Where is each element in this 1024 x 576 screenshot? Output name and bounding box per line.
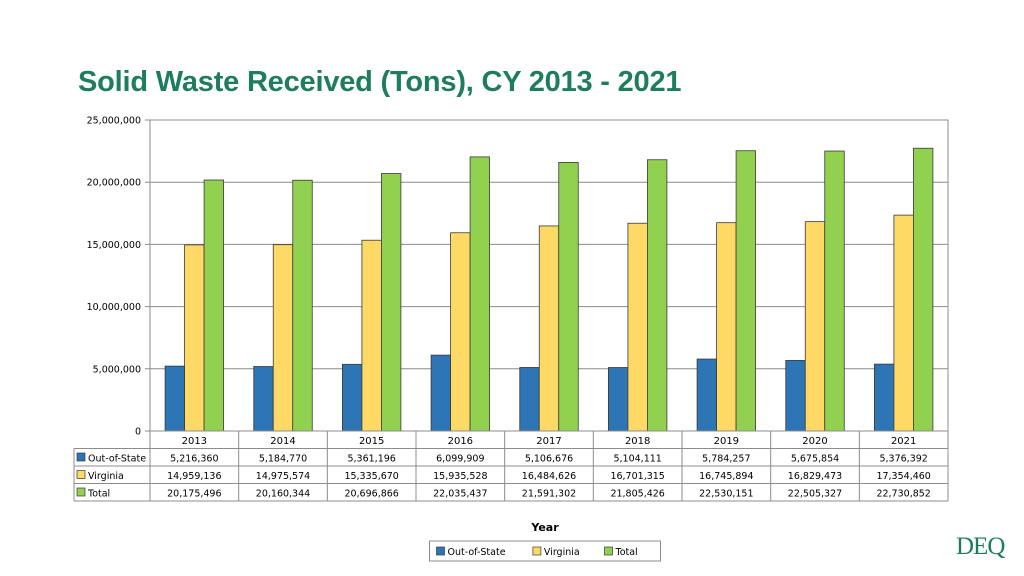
- y-tick-label: 25,000,000: [87, 116, 141, 127]
- bar-virginia: [538, 225, 560, 432]
- x-tick-label: 2016: [448, 436, 473, 447]
- x-tick-label: 2015: [359, 436, 384, 447]
- bar-total: [558, 162, 579, 432]
- data-label: 14,959,136: [167, 471, 221, 482]
- legend: [429, 540, 661, 562]
- bar-total: [647, 159, 668, 432]
- table-series-label: Virginia: [88, 471, 124, 482]
- data-label: 21,805,426: [610, 488, 664, 499]
- legend-label: Virginia: [544, 547, 580, 558]
- data-label: 5,784,257: [702, 453, 750, 464]
- x-tick-label: 2019: [714, 436, 739, 447]
- bar-total: [913, 147, 934, 432]
- bar-total: [735, 150, 756, 432]
- legend-swatch: [604, 546, 613, 556]
- bar-total: [292, 179, 313, 432]
- deq-logo: DEQ: [956, 533, 1005, 560]
- page-title: Solid Waste Received (Tons), CY 2013 - 2…: [78, 66, 682, 98]
- data-label: 16,484,626: [522, 471, 576, 482]
- x-axis-title: Year: [530, 521, 559, 534]
- bar-virginia: [450, 232, 471, 432]
- table-series-label: Out-of-State: [88, 453, 146, 464]
- table-series-label: Total: [87, 488, 110, 499]
- x-tick-label: 2020: [802, 436, 827, 447]
- bar-total: [381, 173, 402, 432]
- bar-virginia: [272, 244, 294, 432]
- bar-out-of-state: [164, 365, 185, 432]
- bar-virginia: [184, 244, 205, 432]
- data-label: 5,104,111: [613, 453, 661, 464]
- data-label: 17,354,460: [876, 471, 930, 482]
- bar-total: [469, 156, 490, 432]
- data-label: 21,591,302: [522, 488, 576, 499]
- bar-total: [824, 150, 845, 432]
- bar-virginia: [361, 239, 382, 432]
- data-label: 5,376,392: [879, 453, 927, 464]
- data-label: 22,035,437: [433, 488, 487, 499]
- y-tick-label: 20,000,000: [87, 178, 141, 189]
- data-label: 5,675,854: [791, 453, 839, 464]
- data-label: 20,175,496: [167, 488, 221, 499]
- bar-virginia: [804, 221, 826, 432]
- x-tick-label: 2014: [270, 436, 295, 447]
- y-tick-label: 0: [135, 427, 141, 438]
- data-label: 20,696,866: [344, 488, 398, 499]
- data-label: 15,335,670: [344, 471, 398, 482]
- bar-out-of-state: [874, 363, 895, 432]
- data-label: 16,701,315: [610, 471, 664, 482]
- data-label: 5,361,196: [347, 453, 395, 464]
- x-tick-label: 2021: [891, 436, 916, 447]
- bar-out-of-state: [519, 367, 540, 432]
- x-tick-label: 2017: [536, 436, 561, 447]
- y-tick-label: 10,000,000: [87, 302, 141, 313]
- legend-key: [76, 452, 86, 462]
- bar-out-of-state: [785, 359, 806, 432]
- legend-key: [76, 470, 86, 479]
- data-label: 16,745,894: [699, 471, 753, 482]
- bar-out-of-state: [253, 366, 274, 432]
- data-label: 22,505,327: [788, 488, 842, 499]
- x-tick-label: 2018: [625, 436, 650, 447]
- y-tick-label: 5,000,000: [93, 364, 141, 375]
- data-label: 20,160,344: [256, 488, 310, 499]
- legend-label: Out-of-State: [448, 547, 506, 558]
- bar-virginia: [627, 222, 648, 432]
- bar-total: [203, 179, 224, 432]
- legend-label: Total: [615, 547, 638, 558]
- legend-key: [76, 487, 86, 497]
- data-label: 5,216,360: [170, 453, 218, 464]
- data-label: 22,730,852: [876, 488, 930, 499]
- data-label: 5,106,676: [525, 453, 573, 464]
- data-label: 22,530,151: [699, 488, 753, 499]
- data-label: 16,829,473: [788, 471, 842, 482]
- data-label: 14,975,574: [256, 471, 310, 482]
- bar-out-of-state: [608, 367, 629, 432]
- data-label: 6,099,909: [436, 453, 484, 464]
- bar-virginia: [893, 214, 914, 432]
- y-tick-label: 15,000,000: [87, 240, 141, 251]
- x-tick-label: 2013: [182, 436, 207, 447]
- data-label: 5,184,770: [259, 453, 307, 464]
- bar-out-of-state: [342, 363, 363, 432]
- bar-out-of-state: [430, 354, 451, 432]
- data-label: 15,935,528: [433, 471, 487, 482]
- legend-swatch: [532, 546, 542, 556]
- bar-out-of-state: [696, 358, 717, 432]
- legend-swatch: [436, 546, 445, 556]
- bar-virginia: [716, 222, 737, 432]
